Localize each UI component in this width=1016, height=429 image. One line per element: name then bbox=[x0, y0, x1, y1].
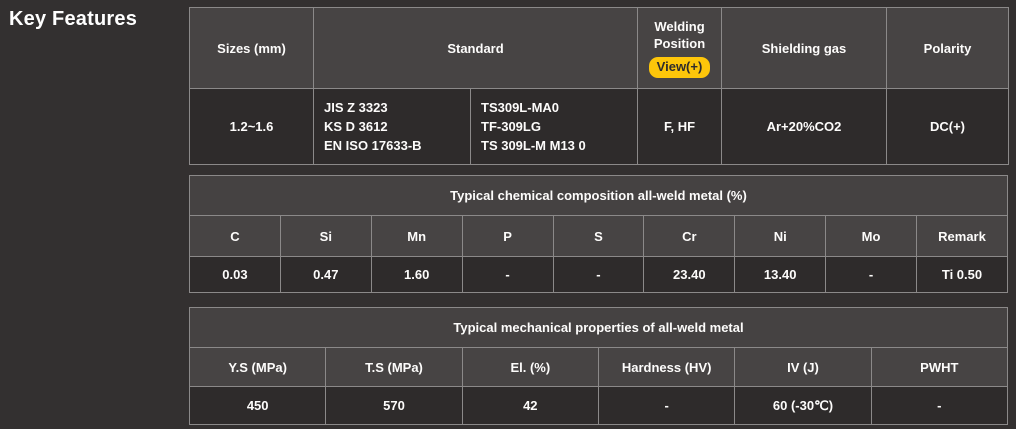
spec-data-row: 1.2~1.6 JIS Z 3323 KS D 3612 EN ISO 1763… bbox=[189, 88, 1009, 165]
chemical-composition-table: Typical chemical composition all-weld me… bbox=[189, 175, 1008, 293]
chemical-table-title-row: Typical chemical composition all-weld me… bbox=[189, 175, 1008, 216]
chem-header-mo: Mo bbox=[825, 215, 917, 257]
mechanical-table-title-row: Typical mechanical properties of all-wel… bbox=[189, 307, 1008, 348]
mech-value-ts: 570 bbox=[325, 386, 463, 425]
chemical-table-title: Typical chemical composition all-weld me… bbox=[189, 175, 1008, 216]
chem-value-c: 0.03 bbox=[189, 256, 281, 293]
standard-class: TF-309LG bbox=[481, 119, 541, 134]
chem-header-remark: Remark bbox=[916, 215, 1008, 257]
standard-org: EN ISO 17633-B bbox=[324, 138, 422, 153]
chem-value-p: - bbox=[461, 256, 554, 293]
spec-header-welding-position: Welding Position View(+) bbox=[637, 7, 722, 89]
standard-org: JIS Z 3323 bbox=[324, 100, 388, 115]
chem-header-p: P bbox=[461, 215, 554, 257]
spec-header-sizes: Sizes (mm) bbox=[189, 7, 314, 89]
mechanical-properties-table: Typical mechanical properties of all-wel… bbox=[188, 307, 1009, 425]
spec-header-polarity: Polarity bbox=[886, 7, 1009, 89]
chem-value-cr: 23.40 bbox=[643, 256, 736, 293]
mech-header-ys: Y.S (MPa) bbox=[188, 347, 327, 387]
mech-header-hardness: Hardness (HV) bbox=[597, 347, 736, 387]
chemical-header-row: C Si Mn P S Cr Ni Mo Remark bbox=[189, 215, 1008, 257]
spec-header-standard: Standard bbox=[313, 7, 638, 89]
mech-value-pwht: - bbox=[870, 386, 1009, 425]
spec-cell-polarity: DC(+) bbox=[886, 88, 1009, 165]
chem-value-mn: 1.60 bbox=[370, 256, 463, 293]
spec-header-shielding-gas: Shielding gas bbox=[721, 7, 887, 89]
mechanical-data-row: 450 570 42 - 60 (-30℃) - bbox=[188, 386, 1009, 425]
welding-position-label: Welding Position bbox=[653, 19, 706, 51]
mech-header-iv: IV (J) bbox=[734, 347, 872, 387]
mech-value-hardness: - bbox=[597, 386, 736, 425]
chem-value-s: - bbox=[552, 256, 645, 293]
mech-header-ts: T.S (MPa) bbox=[325, 347, 463, 387]
chemical-data-row: 0.03 0.47 1.60 - - 23.40 13.40 - Ti 0.50 bbox=[189, 256, 1008, 293]
chem-header-mn: Mn bbox=[370, 215, 463, 257]
chem-header-s: S bbox=[552, 215, 645, 257]
mech-header-pwht: PWHT bbox=[870, 347, 1009, 387]
mech-header-el: El. (%) bbox=[461, 347, 599, 387]
spec-cell-sizes: 1.2~1.6 bbox=[189, 88, 314, 165]
chem-value-si: 0.47 bbox=[279, 256, 372, 293]
chem-header-si: Si bbox=[279, 215, 372, 257]
spec-cell-welding-position: F, HF bbox=[637, 88, 722, 165]
mech-value-el: 42 bbox=[461, 386, 599, 425]
standard-class: TS309L-MA0 bbox=[481, 100, 560, 115]
chem-header-cr: Cr bbox=[643, 215, 736, 257]
chem-header-ni: Ni bbox=[734, 215, 827, 257]
mechanical-header-row: Y.S (MPa) T.S (MPa) El. (%) Hardness (HV… bbox=[188, 347, 1009, 387]
spec-table: Sizes (mm) Standard Welding Position Vie… bbox=[189, 7, 1009, 165]
chem-header-c: C bbox=[189, 215, 281, 257]
spec-cell-shielding-gas: Ar+20%CO2 bbox=[721, 88, 887, 165]
mech-value-ys: 450 bbox=[188, 386, 327, 425]
mech-value-iv: 60 (-30℃) bbox=[734, 386, 872, 425]
spec-header-row: Sizes (mm) Standard Welding Position Vie… bbox=[189, 7, 1009, 89]
chem-value-mo: - bbox=[825, 256, 917, 293]
standard-class: TS 309L-M M13 0 bbox=[481, 138, 586, 153]
view-button[interactable]: View(+) bbox=[648, 57, 711, 78]
spec-cell-standard-classes: TS309L-MA0 TF-309LG TS 309L-M M13 0 bbox=[470, 88, 638, 165]
mechanical-table-title: Typical mechanical properties of all-wel… bbox=[189, 307, 1008, 348]
chem-value-remark: Ti 0.50 bbox=[916, 256, 1008, 293]
page-title: Key Features bbox=[9, 8, 138, 30]
tables-container: Sizes (mm) Standard Welding Position Vie… bbox=[188, 7, 1009, 425]
chem-value-ni: 13.40 bbox=[734, 256, 827, 293]
standard-org: KS D 3612 bbox=[324, 119, 388, 134]
spec-cell-standard-orgs: JIS Z 3323 KS D 3612 EN ISO 17633-B bbox=[313, 88, 471, 165]
